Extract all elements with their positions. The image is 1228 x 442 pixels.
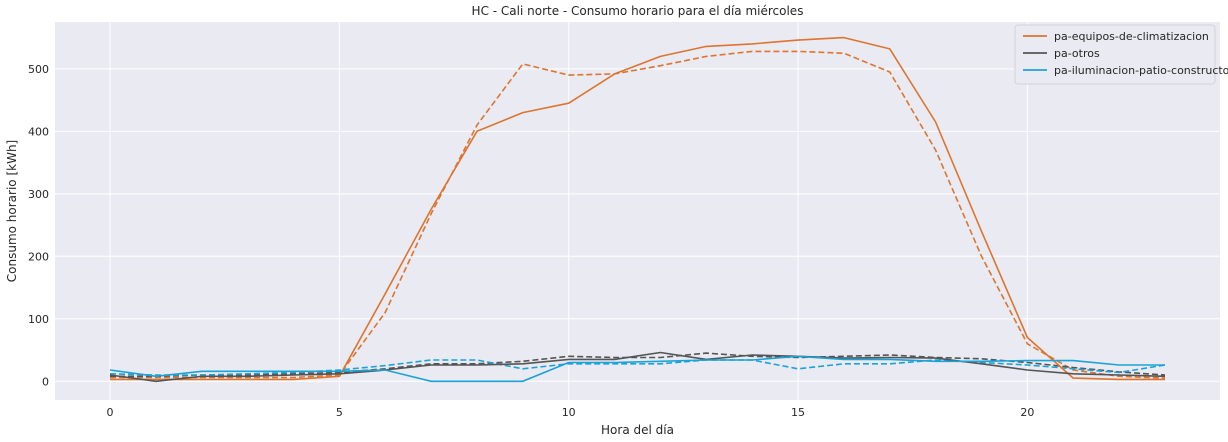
y-tick-label: 0 [42,375,49,388]
y-tick-label: 500 [28,63,49,76]
x-tick-label: 10 [562,406,576,419]
x-axis-label: Hora del día [601,423,674,437]
x-tick-label: 20 [1020,406,1034,419]
plot-background [55,22,1220,400]
y-tick-label: 100 [28,313,49,326]
x-tick-label: 0 [107,406,114,419]
x-tick-label: 15 [791,406,805,419]
chart-title: HC - Cali norte - Consumo horario para e… [472,4,804,18]
series-line-2 [109,351,1166,383]
series-line-6 [109,359,1166,376]
y-tick-label: 200 [28,250,49,263]
x-tick-label: 5 [336,406,343,419]
series-line-4 [110,50,1166,379]
series-line-5 [110,352,1166,378]
series-line-1 [110,36,1165,381]
legend-frame [1014,24,1216,85]
series-group [109,36,1166,383]
legend: pa-equipos-de-climatizacion pa-otros pa-il… [1014,24,1228,85]
y-tick-label: 400 [28,125,49,138]
legend-entry-label: pa-equipos-de-climatizacion [1054,30,1209,43]
y-tick-label: 300 [28,188,49,201]
legend-entry-label: pa-iluminacion-patio-constructor [1054,64,1228,77]
y-axis-label: Consumo horario [kWh] [5,140,19,282]
legend-entry-label: pa-otros [1054,47,1100,60]
series-line-3 [109,355,1165,383]
